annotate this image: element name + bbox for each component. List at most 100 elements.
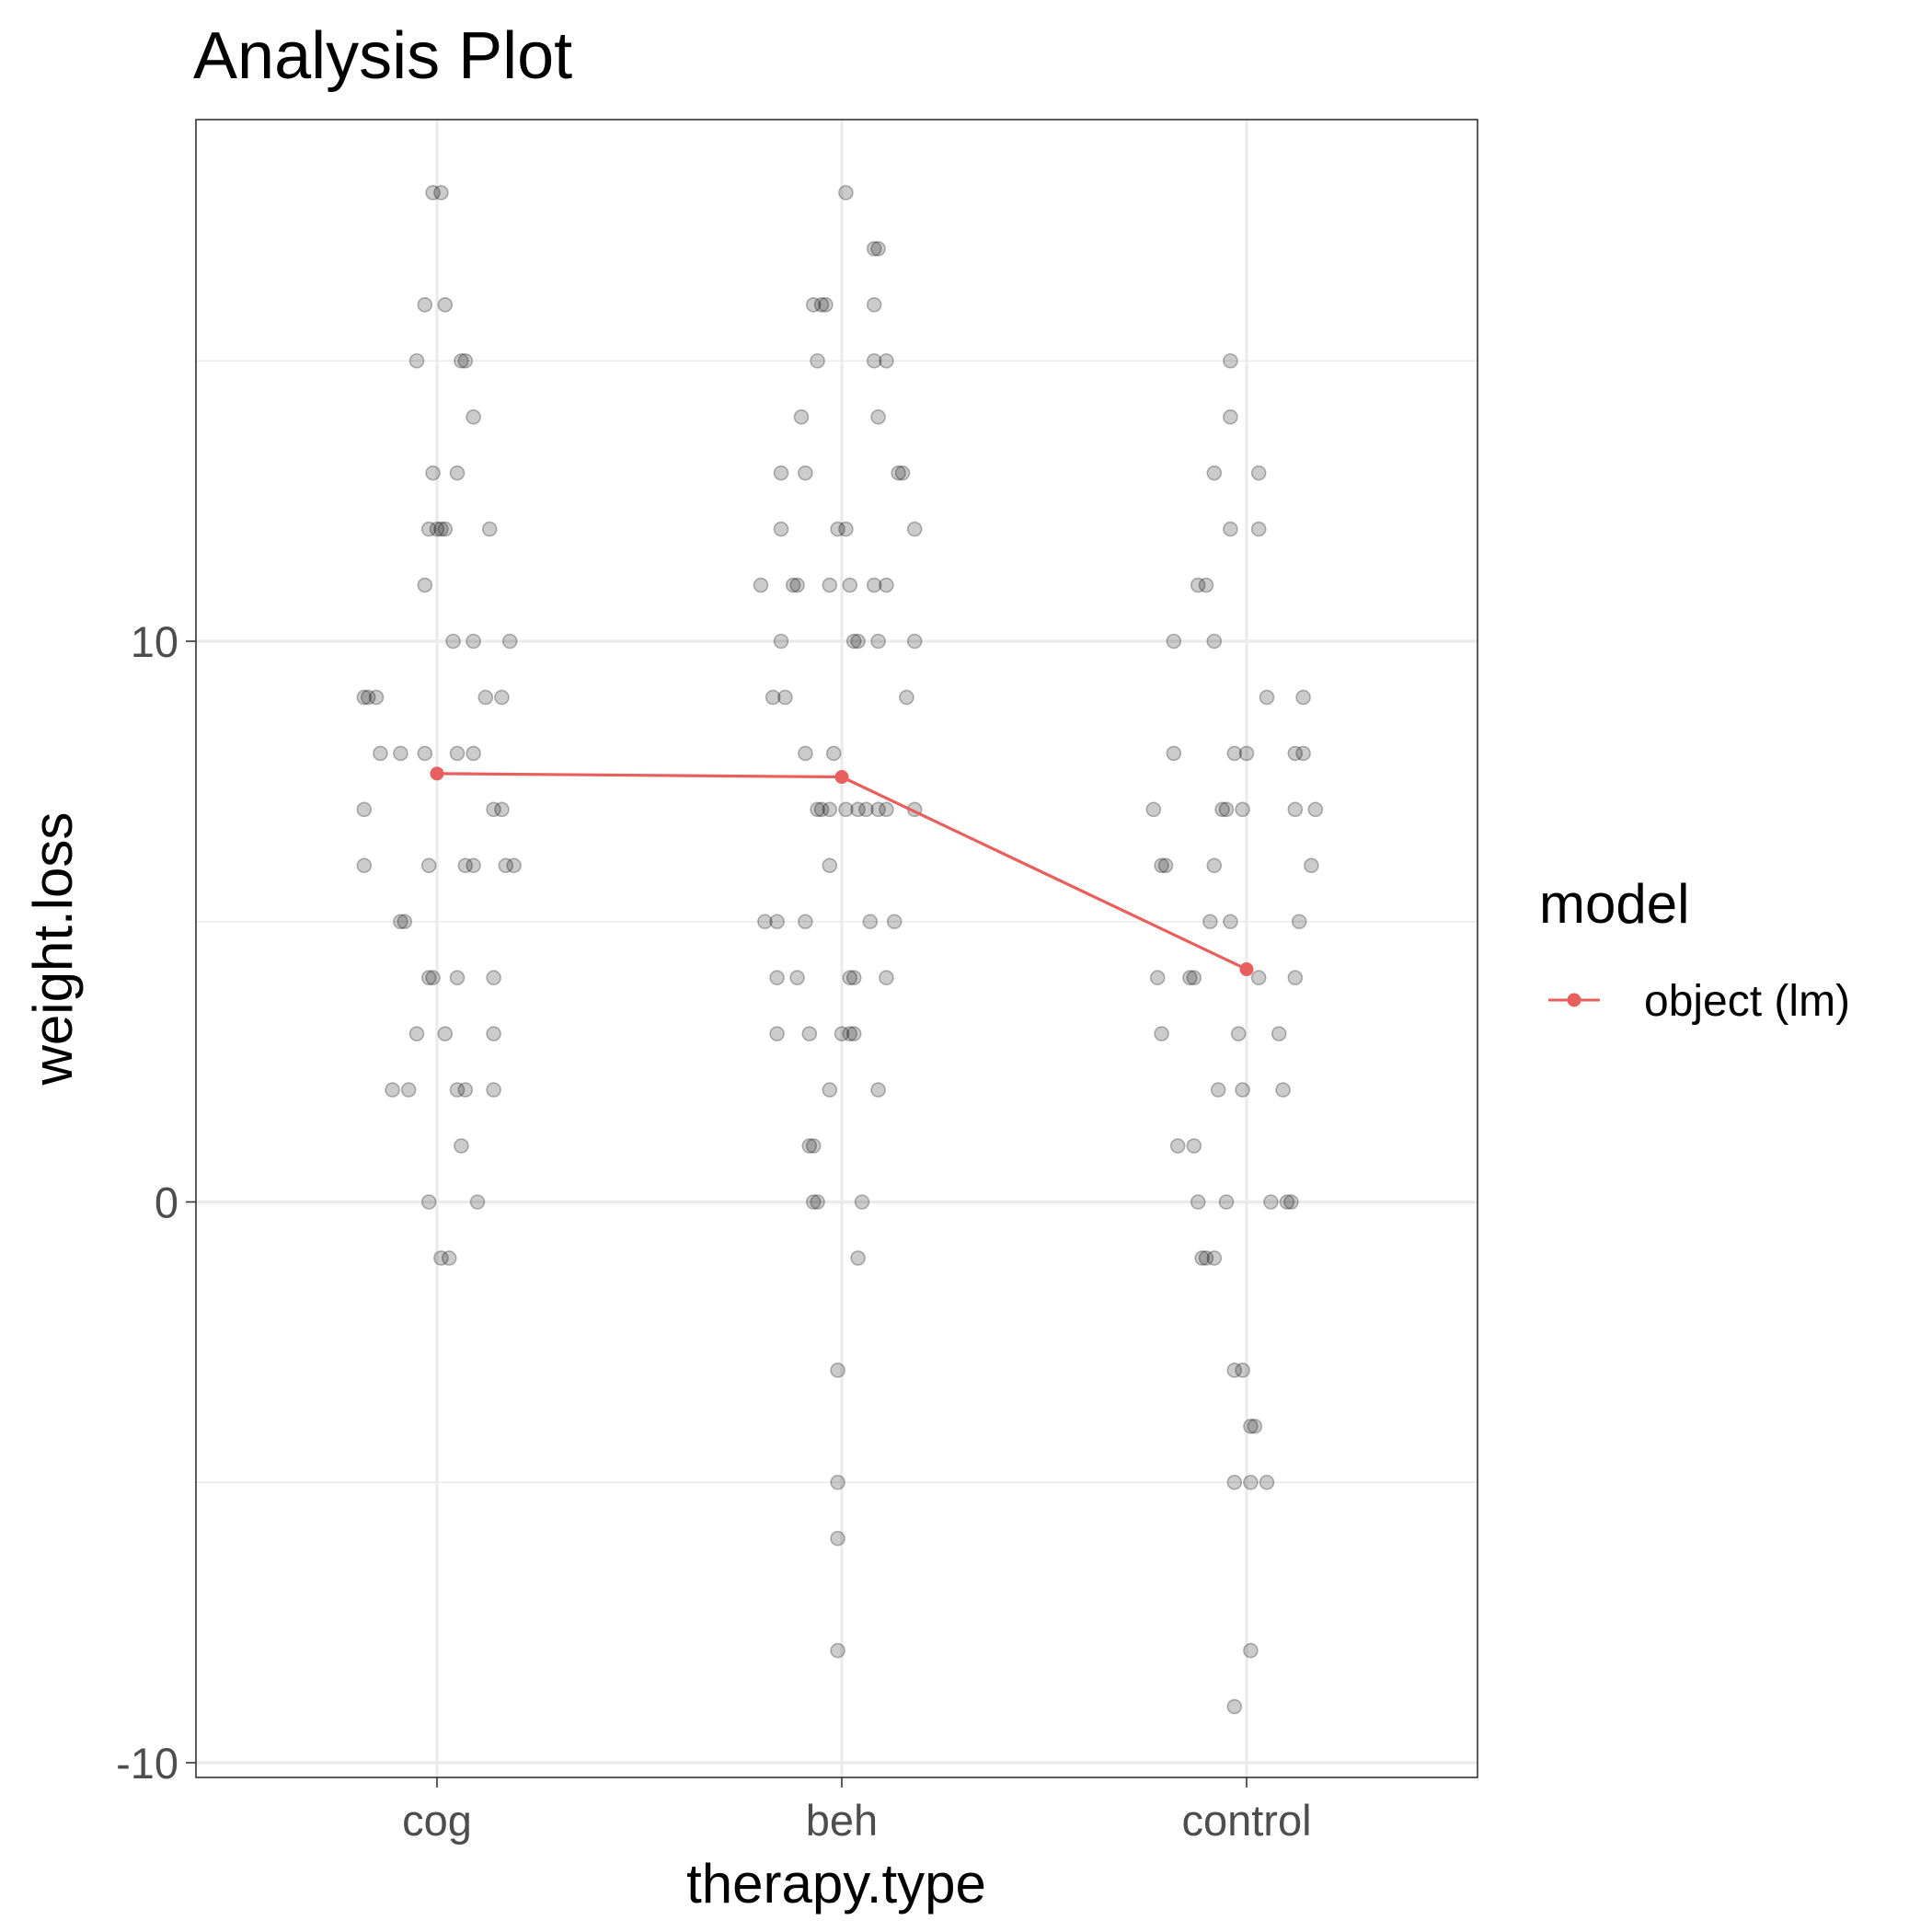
legend: model object (lm): [1539, 873, 1850, 1026]
data-point: [466, 633, 481, 650]
x-axis-ticks: cog beh control: [402, 1777, 1312, 1845]
data-point: [454, 352, 469, 369]
data-point: [798, 914, 813, 930]
data-point: [356, 801, 373, 818]
legend-label: object (lm): [1644, 977, 1850, 1026]
data-point: [825, 745, 842, 762]
data-point: [845, 970, 862, 985]
data-point: [879, 352, 894, 369]
data-point: [834, 1026, 850, 1041]
data-point: [356, 689, 373, 706]
data-point: [830, 521, 845, 537]
data-point: [457, 1082, 474, 1098]
data-point: [1218, 1194, 1235, 1210]
data-point: [753, 577, 769, 593]
data-point: [481, 521, 498, 537]
y-axis-ticks: -10 0 10: [116, 617, 196, 1788]
data-point: [891, 465, 906, 481]
data-point: [769, 914, 785, 930]
data-point: [420, 970, 437, 985]
data-point: [838, 521, 854, 537]
data-point: [1226, 1474, 1243, 1490]
data-point: [1287, 970, 1304, 985]
data-point: [420, 1194, 437, 1210]
data-point: [765, 689, 781, 706]
data-point: [842, 577, 858, 593]
data-point: [400, 1082, 417, 1098]
data-point: [429, 521, 445, 537]
data-point: [433, 1250, 449, 1266]
y-axis-title: weight.loss: [22, 812, 84, 1087]
data-point: [1190, 577, 1206, 593]
y-tick-label: 10: [131, 617, 178, 666]
data-point: [1243, 1474, 1259, 1490]
data-point: [845, 633, 862, 650]
data-point: [1271, 1026, 1287, 1041]
data-point: [1283, 1194, 1299, 1210]
data-point: [1223, 914, 1238, 930]
data-point: [870, 633, 886, 650]
data-point: [1206, 465, 1223, 481]
y-tick-label: 0: [155, 1179, 178, 1227]
data-point: [830, 1530, 845, 1547]
data-point: [866, 577, 882, 593]
data-point: [1247, 1419, 1263, 1434]
data-point: [494, 689, 510, 706]
data-point: [1223, 408, 1238, 425]
data-point: [1154, 1026, 1169, 1041]
data-point: [1250, 521, 1267, 537]
model-line: [430, 766, 1254, 977]
data-point: [417, 577, 433, 593]
data-point: [433, 185, 449, 201]
data-point: [445, 633, 461, 650]
data-point: [501, 633, 518, 650]
data-point: [368, 689, 385, 706]
data-point: [356, 857, 373, 874]
data-point: [393, 745, 408, 762]
data-point: [1166, 633, 1182, 650]
chart-title: Analysis Plot: [193, 19, 572, 93]
data-point: [1250, 465, 1267, 481]
data-point: [757, 914, 773, 930]
data-point: [420, 857, 437, 874]
data-point: [789, 970, 805, 985]
data-point: [773, 633, 789, 650]
data-point: [1230, 1026, 1247, 1041]
data-point: [810, 1194, 825, 1210]
data-point: [1243, 1642, 1259, 1659]
data-point: [1250, 970, 1267, 985]
data-point: [397, 914, 413, 930]
data-point: [789, 577, 805, 593]
x-tick-label: control: [1181, 1796, 1311, 1845]
data-point: [854, 1194, 870, 1210]
minor-gridlines: [196, 360, 1478, 1484]
data-point: [810, 352, 825, 369]
data-point: [454, 1138, 469, 1154]
data-point: [862, 914, 879, 930]
data-point: [449, 1082, 466, 1098]
data-point: [433, 521, 449, 537]
data-point: [822, 857, 838, 874]
data-point: [793, 408, 810, 425]
data-point: [1198, 577, 1214, 593]
data-point: [866, 296, 882, 313]
data-point: [801, 1138, 818, 1154]
data-point: [830, 1363, 845, 1378]
data-point: [441, 1250, 457, 1266]
data-point: [870, 408, 886, 425]
data-point: [1235, 1082, 1250, 1098]
data-point: [1235, 1363, 1250, 1378]
y-tick-label: -10: [116, 1739, 178, 1788]
model-point: [430, 766, 444, 781]
data-point: [449, 970, 466, 985]
data-point: [813, 296, 830, 313]
data-point: [417, 296, 433, 313]
data-point: [385, 1082, 400, 1098]
data-point: [494, 801, 510, 818]
data-point: [818, 296, 834, 313]
data-point: [1149, 970, 1166, 985]
data-point: [1226, 745, 1243, 762]
data-point: [1295, 689, 1311, 706]
data-point: [822, 801, 838, 818]
